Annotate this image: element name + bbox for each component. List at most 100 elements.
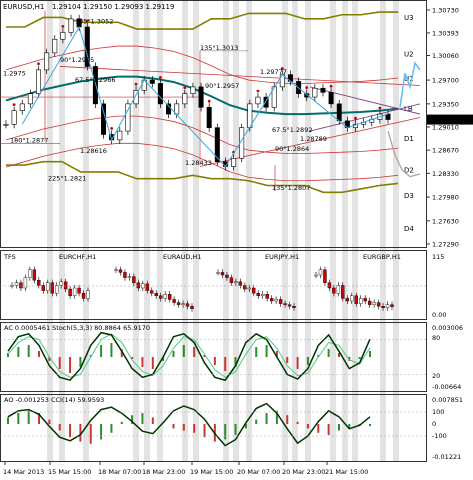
price-axis: 1.30730 1.30393 1.30060 1.29700 1.29350 1.290… xyxy=(427,7,473,249)
fractal-dot xyxy=(256,89,260,93)
sub-chart-label: EURCHF,H1 xyxy=(59,253,96,261)
tfs-candle-body xyxy=(159,295,163,299)
panel-tick-label: 0.007851 xyxy=(432,396,463,404)
red-channel-lower xyxy=(5,115,399,154)
tfs-candle-body xyxy=(234,281,238,284)
candle-body xyxy=(190,86,196,94)
annotation-label: 1.28616 xyxy=(80,147,107,155)
forecast-line-2 xyxy=(387,130,421,178)
tfs-candle-body xyxy=(385,304,390,308)
panel-tick-label: 115 xyxy=(432,253,444,261)
tfs-candle-body xyxy=(77,287,81,294)
sub-chart-label: EURAUD,H1 xyxy=(163,253,201,261)
annotation-label: 1.2975 xyxy=(3,70,26,78)
time-tick-label: 14 Mar 2013 xyxy=(3,468,44,476)
main-price-panel: U3 U2 U1 LB D1 D2 D3 D4 135°1.3052 90°1.2995 67.5°… xyxy=(0,0,427,462)
candle-body xyxy=(231,157,237,167)
fan-line xyxy=(309,86,421,115)
candle-body xyxy=(44,52,50,71)
level-label: LB xyxy=(404,105,413,113)
level-label: D4 xyxy=(404,225,414,233)
tfs-candle-body xyxy=(81,293,86,299)
candle-body xyxy=(68,18,74,33)
panel-label: TFS xyxy=(3,253,16,261)
tfs-candle-body xyxy=(72,287,77,297)
annotation-label: 1.29777 xyxy=(260,68,287,76)
price-tick-label: 1.28670 xyxy=(432,147,459,155)
tfs-candle-body xyxy=(136,282,141,289)
tfs-candle-body xyxy=(68,288,72,297)
candle-body xyxy=(320,87,326,93)
fan-line xyxy=(309,103,421,132)
red-channel-bottom xyxy=(5,142,399,182)
tfs-candle-body xyxy=(86,290,90,299)
annotation-label: 135°1.3013 xyxy=(200,44,238,52)
tfs-candle-body xyxy=(19,282,23,289)
tfs-candle-body xyxy=(50,282,54,294)
session-stripe xyxy=(380,0,386,462)
tfs-candle-body xyxy=(181,303,185,305)
tfs-candle-body xyxy=(336,285,341,294)
fractal-dot xyxy=(329,84,333,88)
tfs-candle-body xyxy=(256,293,260,297)
forecast-line xyxy=(399,61,421,108)
time-axis: 14 Mar 2013 15 Mar 15:00 18 Mar 07:00 18 Ma… xyxy=(3,462,368,476)
session-stripe xyxy=(393,0,399,462)
red-channel-upper xyxy=(5,45,399,84)
annotation-label: 90°1.2864 xyxy=(275,145,309,153)
ac-stoch-panel: AC 0.0005461 Stoch(5,3,3) 80.8864 65.917… xyxy=(0,324,463,391)
candle-body xyxy=(19,103,25,111)
tfs-candle-body xyxy=(123,272,127,278)
time-tick-label: 18 Mar 07:00 xyxy=(98,468,141,476)
tfs-candle-body xyxy=(59,281,63,286)
tfs-candle-body xyxy=(247,287,251,290)
candle-body xyxy=(117,130,123,141)
chart-symbol: EURUSD,H1 xyxy=(3,3,44,11)
tfs-candle-body xyxy=(220,272,225,276)
fan-line xyxy=(199,117,421,167)
fractal-dot xyxy=(354,116,357,120)
tfs-candle-body xyxy=(238,281,243,286)
tfs-candle-body xyxy=(274,299,278,302)
session-stripe xyxy=(305,0,311,462)
annotation-label: 90°1.2957 xyxy=(205,82,239,90)
tfs-candle-body xyxy=(32,269,37,281)
session-stripe xyxy=(157,0,163,462)
annotation-label: 1.28433 xyxy=(185,159,212,167)
tfs-candle-body xyxy=(265,294,269,299)
annotation-label: 90°1.2995 xyxy=(60,56,94,64)
level-label: D2 xyxy=(404,166,414,174)
session-stripe xyxy=(144,0,150,462)
price-tick-label: 1.30060 xyxy=(432,52,459,60)
candle-body xyxy=(255,96,261,105)
price-tick-label: 1.27980 xyxy=(432,194,459,202)
session-stripe xyxy=(59,0,65,462)
candle-body xyxy=(149,79,155,84)
fractal-dot xyxy=(134,82,138,86)
candle-body xyxy=(133,89,139,105)
session-stripe xyxy=(342,0,348,462)
tfs-candle-body xyxy=(172,299,176,303)
tfs-candle-body xyxy=(314,274,318,277)
tfs-candle-body xyxy=(14,282,19,286)
tfs-candle-body xyxy=(323,269,327,283)
candle-body xyxy=(27,93,33,105)
session-stripe xyxy=(182,0,188,462)
tfs-candle-body xyxy=(37,280,41,286)
tfs-candle-body xyxy=(350,295,354,302)
session-stripe xyxy=(352,0,358,462)
tfs-candle-body xyxy=(229,277,234,284)
annotation-label: 135°1.2807 xyxy=(272,184,310,192)
tfs-candle-body xyxy=(359,298,363,304)
zigzag-line xyxy=(21,25,389,168)
session-stripe xyxy=(246,0,252,462)
candle-body xyxy=(157,83,163,105)
panel-tick-label: -0.00664 xyxy=(432,383,461,391)
tfs-candle-body xyxy=(283,303,287,305)
tfs-candle-body xyxy=(190,306,194,310)
panel-frame xyxy=(0,250,427,320)
fractal-dot xyxy=(207,99,211,103)
tfs-candle-body xyxy=(363,298,367,302)
panel-tick-label: 20 xyxy=(432,372,440,380)
